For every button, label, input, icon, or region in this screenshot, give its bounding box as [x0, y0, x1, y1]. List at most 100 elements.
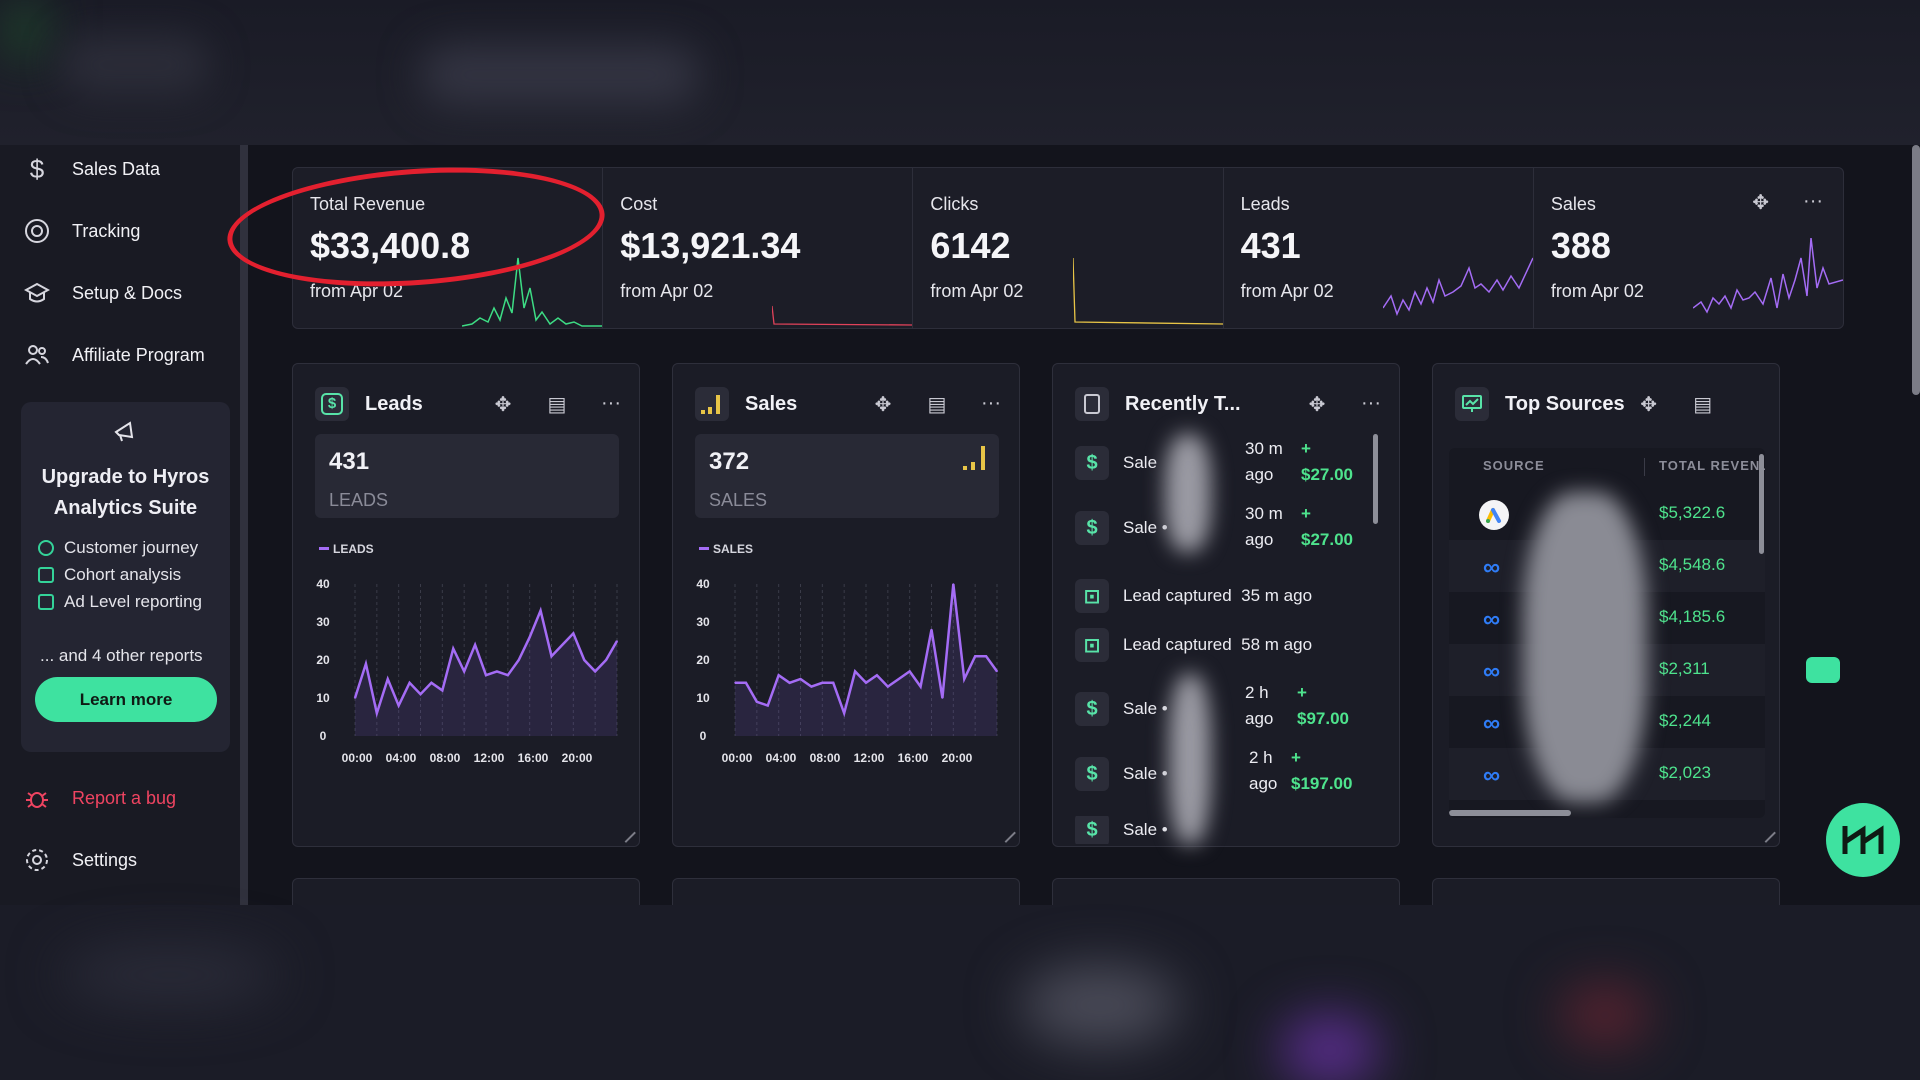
horizontal-scrollbar[interactable]: [1449, 810, 1571, 816]
upgrade-title: Upgrade to Hyros Analytics Suite: [41, 466, 210, 519]
y-tick-label: 0: [700, 729, 707, 743]
more-options-icon[interactable]: ···: [1803, 190, 1824, 212]
chat-icon[interactable]: [1806, 657, 1840, 683]
megaphone-icon: [114, 421, 134, 442]
move-icon[interactable]: ✥: [874, 393, 892, 416]
data-point: [507, 674, 509, 676]
leads-stat-box: 431 LEADS: [315, 434, 619, 518]
scrollbar[interactable]: [1373, 434, 1378, 524]
dollar-icon: $: [1075, 511, 1109, 545]
move-icon[interactable]: ✥: [1640, 393, 1658, 416]
data-point: [876, 674, 878, 676]
panel-stub: [292, 878, 640, 908]
sales-sparkline: [1693, 238, 1844, 314]
feature-cohort-analysis: Cohort analysis: [38, 565, 181, 585]
metric-leads[interactable]: Leads 431 from Apr 02: [1224, 168, 1534, 328]
table-row[interactable]: ∞ $2,244: [1483, 710, 1711, 737]
data-point: [408, 682, 411, 684]
grid-icon: [38, 567, 54, 583]
feature-customer-journey: Customer journey: [38, 538, 198, 558]
more-options-icon[interactable]: ···: [981, 391, 1001, 414]
data-point: [485, 674, 487, 676]
sales-panel: Sales ✥ ▤ ··· 372 SALES SALES 0 10 20 30 40 00…: [672, 363, 1020, 847]
dollar-icon: $: [315, 387, 349, 421]
document-icon[interactable]: ▤: [1693, 393, 1713, 416]
recent-row[interactable]: ⊡ Lead captured 58 m ago: [1075, 628, 1312, 662]
data-point: [386, 678, 389, 680]
sidebar-item-affiliate[interactable]: Affiliate Program: [24, 335, 205, 375]
data-point: [832, 682, 835, 684]
resize-handle[interactable]: [616, 823, 636, 843]
data-point: [430, 682, 433, 684]
y-tick-label: 10: [696, 691, 710, 705]
document-icon[interactable]: ▤: [927, 393, 947, 416]
recent-row[interactable]: $ Sale 30 m ago + $27.00: [1075, 439, 1353, 484]
data-point: [897, 678, 900, 680]
sources-title: Top Sources: [1505, 392, 1625, 415]
table-row[interactable]: $5,322.6: [1449, 488, 1765, 540]
metric-cost[interactable]: Cost $13,921.34 from Apr 02: [603, 168, 914, 328]
column-header-revenue: TOTAL REVENU: [1659, 458, 1765, 473]
table-row[interactable]: ∞ $4,185.6: [1483, 606, 1726, 633]
x-tick-label: 16:00: [898, 751, 929, 765]
dashboard-app: $ Sales Data Tracking Setup & Docs Affil…: [0, 145, 1920, 908]
data-point: [974, 655, 976, 657]
more-options-icon[interactable]: ···: [1361, 391, 1381, 414]
data-point: [799, 678, 802, 680]
dollar-icon: $: [1075, 446, 1109, 480]
move-icon[interactable]: ✥: [494, 393, 512, 416]
data-point: [517, 659, 520, 661]
recent-row[interactable]: $ Sale • 2 h ago + $97.00: [1075, 683, 1349, 728]
data-point: [941, 697, 944, 699]
data-point: [985, 655, 987, 657]
data-point: [756, 701, 758, 703]
settings-link[interactable]: Settings: [24, 847, 137, 873]
brand-logo-button[interactable]: [1826, 803, 1900, 877]
sidebar-item-tracking[interactable]: Tracking: [24, 211, 140, 251]
data-point: [996, 670, 998, 673]
meta-icon: ∞: [1483, 762, 1501, 789]
metric-clicks[interactable]: Clicks 6142 from Apr 02: [913, 168, 1224, 328]
data-point: [777, 674, 780, 676]
document-icon[interactable]: ▤: [547, 393, 567, 416]
metric-sales[interactable]: Sales 388 from Apr 02 ✥ ···: [1534, 168, 1844, 328]
move-icon[interactable]: ✥: [1752, 192, 1770, 214]
y-tick-label: 20: [696, 653, 710, 667]
data-point: [734, 682, 736, 684]
sidebar-item-sales-data[interactable]: $ Sales Data: [24, 149, 160, 189]
data-point: [496, 670, 498, 673]
y-tick-label: 30: [696, 615, 710, 629]
resize-handle[interactable]: [1756, 823, 1776, 843]
blurred-background: [0, 905, 1920, 1080]
graduation-cap-icon: [24, 282, 50, 303]
y-tick-label: 30: [316, 615, 330, 629]
resize-handle[interactable]: [996, 823, 1016, 843]
redacted-blur: [1169, 674, 1211, 844]
recent-title: Recently T...: [1125, 392, 1241, 415]
data-point: [441, 689, 444, 692]
gear-icon: [26, 849, 48, 871]
sidebar-item-setup-docs[interactable]: Setup & Docs: [24, 273, 182, 313]
move-icon[interactable]: ✥: [1308, 393, 1326, 416]
recent-row[interactable]: ⊡ Lead captured 35 m ago: [1075, 579, 1312, 613]
data-point: [474, 644, 476, 646]
report-bug-link[interactable]: Report a bug: [24, 785, 176, 811]
bug-icon: [26, 792, 48, 808]
recent-row[interactable]: $ Sale • 2 h +: [1075, 816, 1168, 844]
data-point: [810, 685, 813, 688]
sales-stat-box: 372 SALES: [695, 434, 999, 518]
recent-row[interactable]: $ Sale • 2 h ago + $197.00: [1075, 748, 1352, 793]
data-point: [865, 682, 867, 684]
meta-icon: ∞: [1483, 658, 1501, 685]
more-options-icon[interactable]: ···: [601, 391, 621, 414]
metric-total-revenue[interactable]: Total Revenue $33,400.8 from Apr 02: [293, 168, 604, 328]
y-tick-label: 20: [316, 653, 330, 667]
x-tick-label: 04:00: [766, 751, 797, 765]
panel-stub: [1052, 878, 1400, 908]
page-scrollbar[interactable]: [1912, 145, 1920, 395]
series-area: [735, 584, 997, 736]
x-tick-label: 08:00: [810, 751, 841, 765]
learn-more-button[interactable]: Learn more: [35, 677, 217, 722]
recent-row[interactable]: $ Sale • 30 m ago + $27.00: [1075, 504, 1353, 549]
vertical-scrollbar[interactable]: [1759, 454, 1764, 554]
